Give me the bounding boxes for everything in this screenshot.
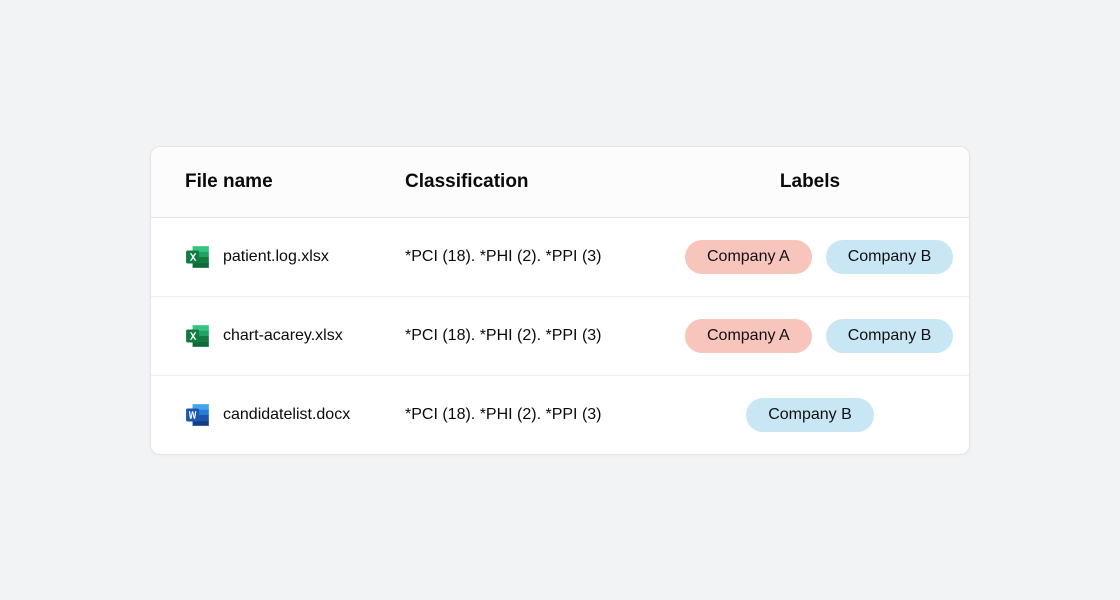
word-icon (185, 402, 211, 428)
labels-cell: Company A Company B (685, 319, 953, 353)
col-header-labels: Labels (685, 171, 935, 193)
excel-icon (185, 244, 211, 270)
file-cell: chart-acarey.xlsx (185, 323, 405, 349)
table-header: File name Classification Labels (151, 147, 969, 218)
table-row[interactable]: candidatelist.docx *PCI (18). *PHI (2). *… (151, 376, 969, 454)
excel-icon (185, 323, 211, 349)
classification-cell: *PCI (18). *PHI (2). *PPI (3) (405, 327, 685, 345)
table-row[interactable]: chart-acarey.xlsx *PCI (18). *PHI (2). *P… (151, 297, 969, 376)
file-cell: candidatelist.docx (185, 402, 405, 428)
file-table-card: File name Classification Labels patient.… (150, 146, 970, 455)
file-cell: patient.log.xlsx (185, 244, 405, 270)
file-name: patient.log.xlsx (223, 248, 329, 266)
file-name: chart-acarey.xlsx (223, 327, 343, 345)
col-header-file: File name (185, 171, 405, 193)
table-row[interactable]: patient.log.xlsx *PCI (18). *PHI (2). *PP… (151, 218, 969, 297)
label-pill[interactable]: Company B (826, 240, 954, 274)
col-header-classification: Classification (405, 171, 685, 193)
label-pill[interactable]: Company A (685, 319, 812, 353)
labels-cell: Company A Company B (685, 240, 953, 274)
classification-cell: *PCI (18). *PHI (2). *PPI (3) (405, 406, 685, 424)
label-pill[interactable]: Company B (746, 398, 874, 432)
classification-cell: *PCI (18). *PHI (2). *PPI (3) (405, 248, 685, 266)
file-name: candidatelist.docx (223, 406, 350, 424)
label-pill[interactable]: Company A (685, 240, 812, 274)
labels-cell: Company B (685, 398, 935, 432)
table-body: patient.log.xlsx *PCI (18). *PHI (2). *PP… (151, 218, 969, 454)
label-pill[interactable]: Company B (826, 319, 954, 353)
